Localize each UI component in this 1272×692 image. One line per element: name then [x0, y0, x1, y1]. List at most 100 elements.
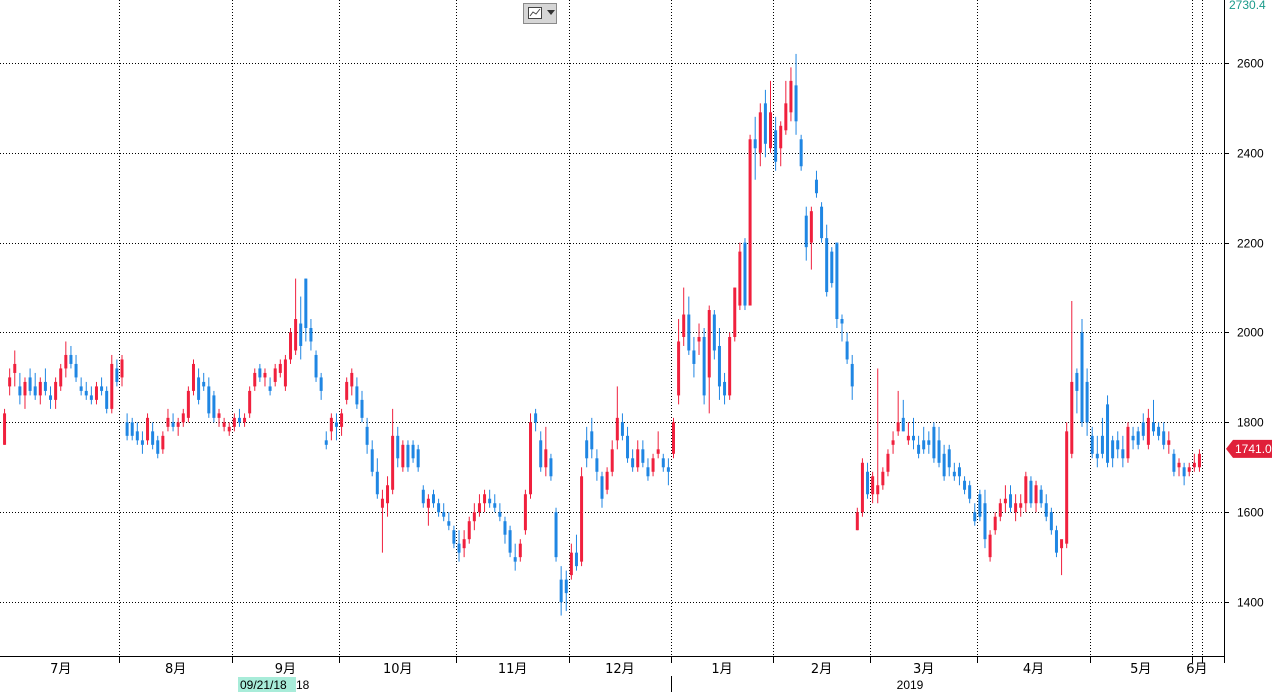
candle-body [707, 310, 711, 378]
candle [1085, 368, 1089, 436]
candle [702, 328, 706, 405]
candle-body [600, 476, 604, 499]
candle-body [1111, 440, 1115, 459]
candle [876, 368, 880, 504]
candle-body [227, 426, 231, 432]
candle [666, 458, 670, 486]
candle-body [1157, 426, 1161, 436]
candle [258, 363, 262, 382]
candle [1065, 422, 1069, 549]
candle-body [1126, 426, 1130, 459]
candle-body [932, 426, 936, 459]
candle [370, 440, 374, 477]
candle [820, 202, 824, 243]
candle [186, 386, 190, 423]
candle [416, 444, 420, 472]
candle [1121, 435, 1125, 468]
candle [197, 368, 201, 405]
candle-body [406, 444, 410, 468]
candle-body [370, 449, 374, 472]
candle [743, 238, 747, 311]
candle [498, 503, 502, 522]
candle [753, 116, 757, 180]
candle-body [585, 440, 589, 459]
year-label: 18 [296, 678, 310, 692]
candle [54, 377, 58, 409]
candle [871, 471, 875, 504]
candle [426, 494, 430, 526]
candle [386, 476, 390, 517]
candle [574, 534, 578, 571]
candle-body [952, 471, 956, 477]
candle [1167, 431, 1171, 454]
chart-type-button[interactable] [523, 3, 557, 24]
candle-body [830, 251, 834, 284]
candle-body [488, 498, 492, 504]
candle-body [411, 444, 415, 459]
candle-body [580, 476, 584, 562]
candle-body [988, 534, 992, 558]
x-tick-label: 9月 [275, 662, 296, 677]
chart-grid [0, 0, 1224, 656]
x-tick-label: 3月 [913, 662, 934, 677]
candle [794, 53, 798, 135]
candle-body [1121, 449, 1125, 459]
candle-body [79, 386, 83, 391]
candle [202, 372, 206, 391]
candle-body [1024, 476, 1028, 504]
candle [227, 422, 231, 436]
chevron-down-icon [547, 10, 555, 15]
candle-body [69, 354, 73, 364]
candle [615, 386, 619, 450]
candle-body [845, 341, 849, 360]
candle [151, 422, 155, 450]
candle [355, 377, 359, 409]
candle-body [636, 449, 640, 468]
candle [130, 417, 134, 441]
candle [1075, 368, 1079, 414]
candle-body [804, 215, 808, 248]
candle-body [1044, 503, 1048, 517]
candle-body [472, 512, 476, 522]
candle-body [334, 422, 338, 427]
candle-body [774, 130, 778, 162]
candle [380, 489, 384, 553]
candle-body [957, 467, 961, 477]
candle-body [549, 458, 553, 477]
candle-body [610, 449, 614, 472]
candle-body [258, 368, 262, 378]
candle-body [94, 386, 98, 400]
candle-body [559, 579, 563, 603]
candle-body [248, 390, 252, 414]
candle-body [237, 417, 241, 423]
candle [324, 431, 328, 450]
candle [273, 363, 277, 387]
candle [973, 503, 977, 526]
candle-body [151, 431, 155, 445]
year-label: 2019 [897, 678, 924, 692]
candle-body [697, 336, 701, 342]
candle [738, 242, 742, 311]
candle [774, 116, 778, 171]
candle-body [401, 444, 405, 468]
candle [942, 444, 946, 481]
last-price-label: 1741.0 [1235, 442, 1272, 456]
candle [283, 354, 287, 391]
candle [105, 386, 109, 414]
candle-body [1014, 503, 1018, 513]
candle [23, 377, 27, 409]
candle [94, 381, 98, 405]
candle [1049, 507, 1053, 535]
candle [1080, 319, 1084, 427]
candle-body [1197, 453, 1201, 468]
candle [156, 435, 160, 459]
top-value-label: 2730.4 [1229, 0, 1266, 12]
candle [733, 287, 737, 342]
candle [8, 368, 12, 396]
candle-body [835, 242, 839, 320]
candle [835, 242, 839, 328]
candle [431, 489, 435, 508]
candle [723, 372, 727, 405]
candle [503, 516, 507, 544]
candle [1111, 435, 1115, 468]
